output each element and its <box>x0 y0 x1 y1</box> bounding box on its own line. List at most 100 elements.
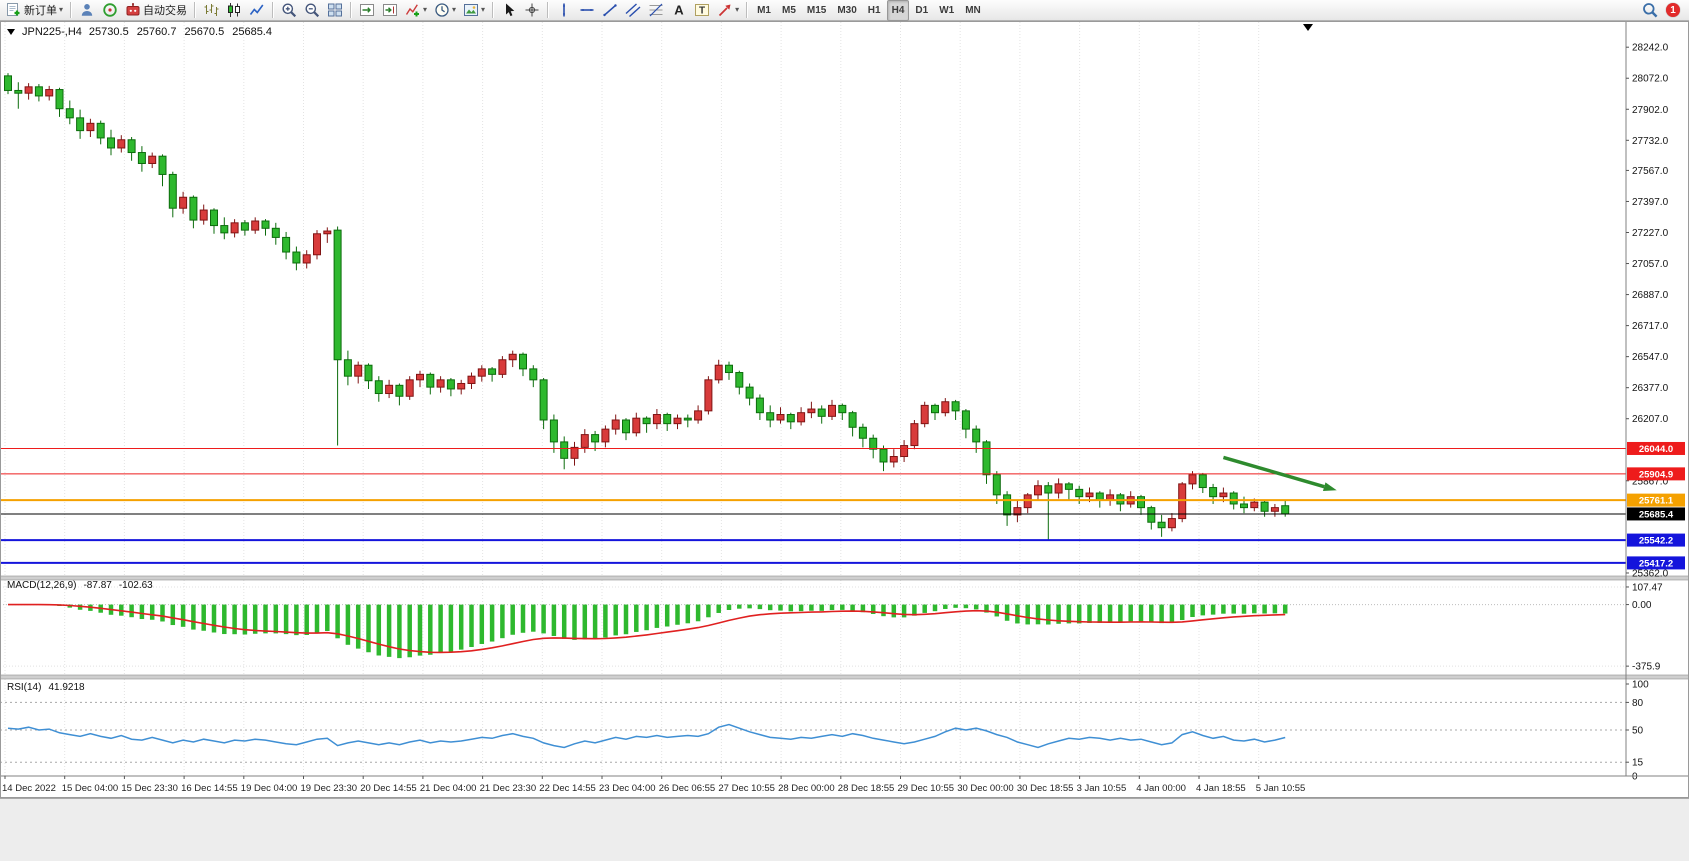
tf-m1-button[interactable]: M1 <box>752 0 776 21</box>
main-toolbar: 新订单 ▾ 自动交易 ▾ ▾ ▾ A T ▾ M1 M5 M15 M30 H1 H4 D1 W1 MN 1 <box>0 0 1689 21</box>
bar-chart-button[interactable] <box>200 0 222 21</box>
toolbar-separator <box>272 2 275 18</box>
indicators-button[interactable]: ▾ <box>402 0 430 21</box>
arrows-icon <box>717 2 733 18</box>
panel-separator[interactable] <box>0 674 1689 680</box>
auto-trading-button[interactable]: 自动交易 <box>122 0 190 21</box>
data-window-button[interactable] <box>99 0 121 21</box>
svg-text:3 Jan 10:55: 3 Jan 10:55 <box>1077 783 1127 794</box>
auto-trading-icon <box>125 2 141 18</box>
profile-button[interactable] <box>76 0 98 21</box>
caret-down-icon: ▾ <box>452 5 457 14</box>
bar-chart-icon <box>203 2 219 18</box>
scroll-end-marker-icon[interactable] <box>1303 24 1313 31</box>
high-value: 25760.7 <box>136 26 177 38</box>
svg-text:26887.0: 26887.0 <box>1632 290 1669 301</box>
tf-m30-button[interactable]: M30 <box>832 0 861 21</box>
tf-h4-button[interactable]: H4 <box>886 0 910 21</box>
candlestick-chart-button[interactable] <box>223 0 245 21</box>
svg-text:A: A <box>674 3 684 18</box>
tf-h1-button-label: H1 <box>867 4 881 16</box>
zoom-in-icon <box>281 2 297 18</box>
tf-h1-button[interactable]: H1 <box>863 0 886 21</box>
auto-scroll-icon <box>359 2 375 18</box>
auto-trading-button-label: 自动交易 <box>143 5 188 17</box>
svg-text:27902.0: 27902.0 <box>1632 105 1669 116</box>
zoom-in-button[interactable] <box>278 0 300 21</box>
price-axis[interactable]: 28242.0 28072.0 27902.0 27732.0 27567.0 27397… <box>1625 21 1669 783</box>
svg-text:30 Dec 18:55: 30 Dec 18:55 <box>1017 783 1074 794</box>
tline-icon <box>602 2 618 18</box>
zoom-out-icon <box>304 2 320 18</box>
fibo-icon <box>648 2 664 18</box>
vertical-gridlines <box>4 22 1260 776</box>
rsi-layer <box>0 701 1626 763</box>
svg-text:15: 15 <box>1632 758 1644 769</box>
svg-text:22 Dec 14:55: 22 Dec 14:55 <box>539 783 596 794</box>
svg-text:23 Dec 04:00: 23 Dec 04:00 <box>599 783 656 794</box>
vertical-line-button[interactable] <box>553 0 575 21</box>
svg-text:0: 0 <box>1632 772 1638 783</box>
svg-text:15 Dec 23:30: 15 Dec 23:30 <box>121 783 178 794</box>
svg-text:4 Jan 00:00: 4 Jan 00:00 <box>1136 783 1186 794</box>
candles-layer[interactable] <box>4 73 1290 541</box>
periods-button[interactable]: ▾ <box>431 0 459 21</box>
symbol-dropdown-icon[interactable] <box>7 29 15 35</box>
close-value: 25685.4 <box>232 26 272 38</box>
svg-text:27567.0: 27567.0 <box>1632 166 1669 177</box>
trendline-button[interactable] <box>599 0 621 21</box>
vline-icon <box>556 2 572 18</box>
horizontal-line-button[interactable] <box>576 0 598 21</box>
auto-scroll-button[interactable] <box>356 0 378 21</box>
chart-shift-button[interactable] <box>379 0 401 21</box>
templates-button[interactable]: ▾ <box>460 0 488 21</box>
toolbar-separator <box>194 2 197 18</box>
price-line-badges: 26044.0 25904.9 25761.1 25685.4 25542.2 25417… <box>1627 441 1685 570</box>
line-chart-button[interactable] <box>246 0 268 21</box>
svg-text:28 Dec 18:55: 28 Dec 18:55 <box>838 783 895 794</box>
cursor-button[interactable] <box>498 0 520 21</box>
tf-m5-button[interactable]: M5 <box>777 0 801 21</box>
text-button[interactable]: A <box>668 0 690 21</box>
rsi-value: 41.9218 <box>48 682 85 693</box>
low-value: 25670.5 <box>184 26 225 38</box>
rsi-name: RSI(14) <box>7 682 42 693</box>
toolbar-separator <box>492 2 495 18</box>
tf-m30-button-label: M30 <box>837 4 857 16</box>
svg-text:25417.2: 25417.2 <box>1639 558 1673 569</box>
svg-text:-375.9: -375.9 <box>1632 662 1661 673</box>
new-order-button[interactable]: 新订单 ▾ <box>3 0 66 21</box>
zoom-out-button[interactable] <box>301 0 323 21</box>
price-chart[interactable]: 28242.0 28072.0 27902.0 27732.0 27567.0 27397… <box>0 21 1689 798</box>
svg-text:80: 80 <box>1632 698 1644 709</box>
notification-badge[interactable]: 1 <box>1666 3 1680 17</box>
tf-d1-button[interactable]: D1 <box>910 0 933 21</box>
horizontal-lines-layer[interactable] <box>0 447 1626 564</box>
label-button[interactable]: T <box>691 0 713 21</box>
fibonacci-button[interactable] <box>645 0 667 21</box>
candle-chart-icon <box>226 2 242 18</box>
tf-m15-button[interactable]: M15 <box>802 0 831 21</box>
svg-text:28242.0: 28242.0 <box>1632 43 1669 54</box>
svg-text:100: 100 <box>1632 680 1649 691</box>
arrows-button[interactable]: ▾ <box>714 0 742 21</box>
profile-icon <box>79 2 95 18</box>
tile-windows-button[interactable] <box>324 0 346 21</box>
tf-w1-button-label: W1 <box>939 4 955 16</box>
svg-text:26044.0: 26044.0 <box>1639 444 1673 455</box>
line-chart-icon <box>249 2 265 18</box>
time-axis[interactable]: 14 Dec 2022 15 Dec 04:00 15 Dec 23:30 16 De… <box>0 775 1689 794</box>
panel-separator[interactable] <box>0 575 1689 581</box>
chart-shift-icon <box>382 2 398 18</box>
bottom-strip <box>0 798 1689 861</box>
channel-button[interactable] <box>622 0 644 21</box>
data-window-icon <box>102 2 118 18</box>
svg-text:21 Dec 23:30: 21 Dec 23:30 <box>480 783 537 794</box>
tf-w1-button[interactable]: W1 <box>934 0 959 21</box>
tf-mn-button[interactable]: MN <box>960 0 986 21</box>
clock-icon <box>434 2 450 18</box>
toolbar-separator <box>70 2 73 18</box>
search-button[interactable] <box>1639 0 1661 21</box>
trend-arrow-annotation[interactable] <box>1222 455 1337 491</box>
crosshair-button[interactable] <box>521 0 543 21</box>
